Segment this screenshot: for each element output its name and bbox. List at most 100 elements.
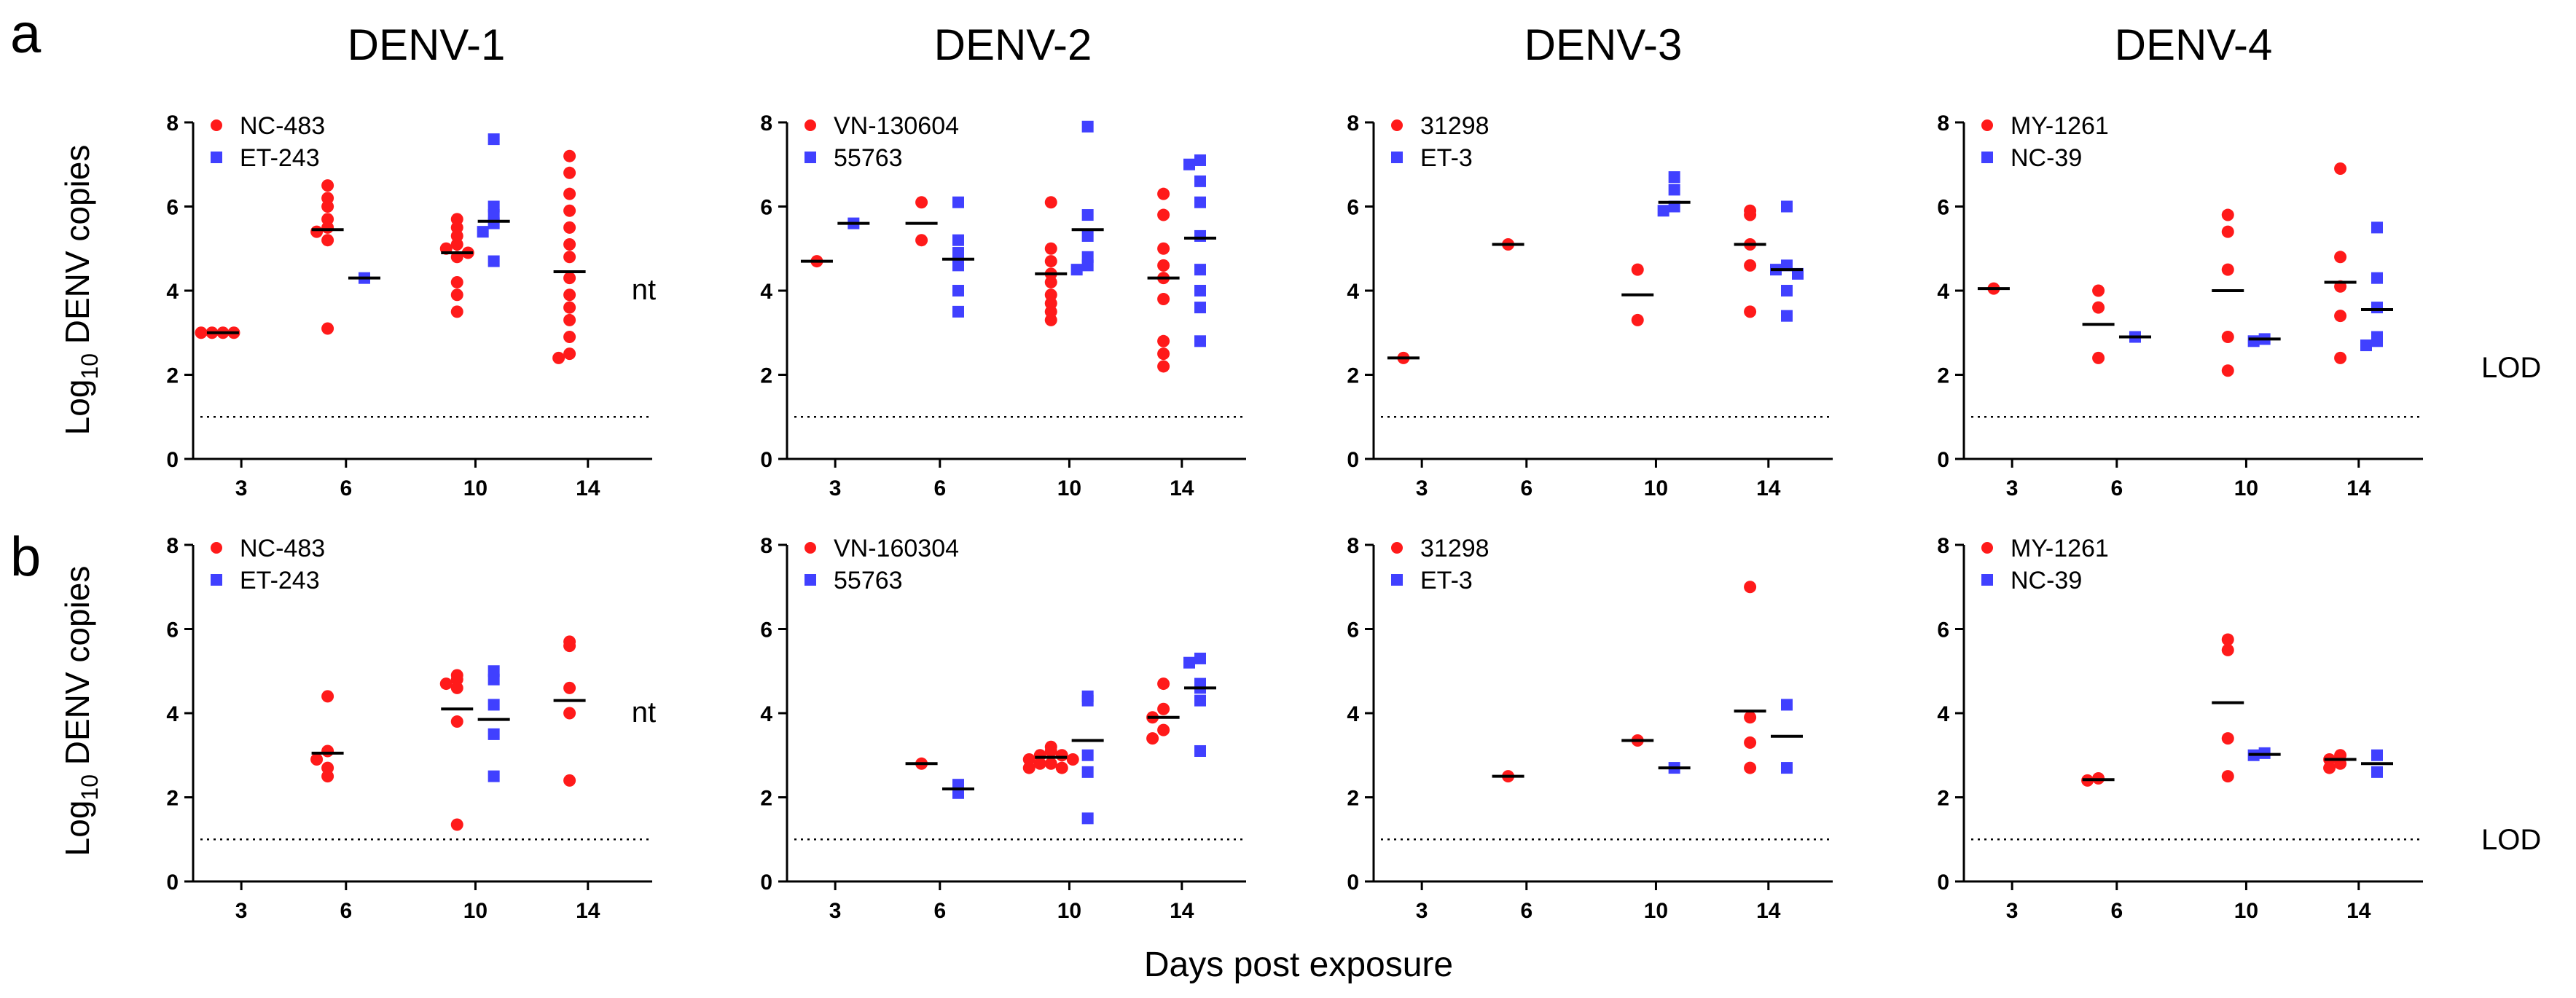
x-tick-label: 10 bbox=[463, 476, 488, 500]
data-point-31298-day-14 bbox=[1744, 208, 1757, 221]
column-title-denv-1: DENV-1 bbox=[348, 20, 506, 69]
data-point-nc-39-day-14 bbox=[2371, 221, 2383, 234]
legend-label-55763: 55763 bbox=[834, 567, 903, 594]
data-point-vn-160304-day-14 bbox=[1157, 677, 1170, 691]
y-tick-label: 2 bbox=[166, 787, 179, 811]
y-tick-label: 8 bbox=[166, 534, 179, 558]
data-point-nc-483-day-6 bbox=[321, 221, 334, 234]
data-point-vn-160304-day-10 bbox=[1044, 757, 1057, 770]
data-point-et-3-day-10 bbox=[1668, 184, 1680, 196]
legend-label-31298: 31298 bbox=[1420, 112, 1489, 140]
data-point-et-243-day-10 bbox=[488, 673, 500, 685]
data-point-55763-day-14 bbox=[1194, 652, 1206, 664]
x-tick-label: 6 bbox=[933, 899, 946, 923]
y-axis-label-a-subscript: 10 bbox=[77, 353, 103, 380]
y-tick-label: 2 bbox=[166, 364, 179, 388]
x-tick-label: 10 bbox=[1057, 476, 1081, 500]
data-point-nc-483-day-14 bbox=[563, 237, 576, 251]
data-point-vn-160304-day-10 bbox=[1044, 744, 1057, 758]
data-point-nc-483-day-14 bbox=[563, 707, 576, 720]
x-tick-label: 6 bbox=[340, 899, 352, 923]
data-point-55763-day-14 bbox=[1194, 154, 1206, 166]
data-point-nc-39-day-14 bbox=[2371, 272, 2383, 284]
x-tick-label: 6 bbox=[933, 476, 946, 500]
x-tick-label: 3 bbox=[2006, 899, 2019, 923]
legend-marker-vn-160304 bbox=[804, 542, 816, 554]
data-point-nc-39-day-14 bbox=[2371, 302, 2383, 314]
data-point-et-243-day-10 bbox=[488, 255, 500, 267]
data-point-my-1261-day-14 bbox=[2323, 761, 2336, 774]
data-point-nc-483-day-6 bbox=[321, 200, 334, 213]
y-tick-label: 4 bbox=[1937, 702, 1949, 726]
data-point-my-1261-day-14 bbox=[2334, 351, 2347, 364]
data-point-nc-483-day-14 bbox=[563, 347, 576, 361]
legend-marker-55763 bbox=[804, 574, 816, 586]
legend-marker-31298 bbox=[1391, 119, 1403, 131]
data-point-et-243-day-10 bbox=[488, 133, 500, 146]
chart-b-denv-1: 0 2 4 6 8 3 6 10 14 NC-483 ET-243 nt bbox=[166, 534, 656, 923]
data-point-et-243-day-10 bbox=[488, 217, 500, 229]
data-point-31298-day-14 bbox=[1744, 711, 1757, 724]
y-axis-label-b: Log10 DENV copies bbox=[58, 566, 103, 857]
data-point-vn-160304-day-14 bbox=[1157, 723, 1170, 736]
y-tick-label: 2 bbox=[1937, 364, 1949, 388]
y-tick-label: 6 bbox=[760, 618, 772, 643]
y-tick-label: 4 bbox=[166, 702, 179, 726]
data-point-vn-130604-day-14 bbox=[1157, 334, 1170, 347]
data-point-nc-483-day-10 bbox=[450, 681, 463, 694]
y-tick-label: 2 bbox=[760, 364, 772, 388]
data-point-nc-483-day-14 bbox=[563, 313, 576, 326]
y-axis-label-a-prefix: Log bbox=[58, 380, 96, 436]
legend-label-nc-39: NC-39 bbox=[2011, 567, 2082, 594]
data-point-vn-160304-day-10 bbox=[1066, 753, 1079, 766]
data-point-nc-483-day-6 bbox=[310, 225, 324, 238]
legend-marker-et-243 bbox=[211, 152, 222, 163]
data-point-et-243-day-10 bbox=[477, 226, 489, 238]
data-point-vn-160304-day-10 bbox=[1022, 761, 1036, 774]
data-point-vn-130604-day-14 bbox=[1157, 259, 1170, 272]
y-tick-label: 8 bbox=[1937, 534, 1949, 558]
data-point-55763-day-10 bbox=[1081, 694, 1094, 707]
data-point-55763-day-14 bbox=[1183, 158, 1195, 170]
x-tick-label: 10 bbox=[2234, 899, 2258, 923]
legend-label-nc-39: NC-39 bbox=[2011, 144, 2082, 172]
legend-marker-et-3 bbox=[1391, 152, 1403, 163]
panel-label-b: b bbox=[10, 526, 41, 588]
data-point-55763-day-6 bbox=[952, 285, 964, 296]
y-tick-label: 4 bbox=[760, 280, 772, 304]
data-point-nc-483-day-6 bbox=[321, 234, 334, 247]
x-tick-label: 3 bbox=[1416, 899, 1428, 923]
data-point-55763-day-14 bbox=[1194, 302, 1206, 314]
data-point-vn-130604-day-14 bbox=[1157, 242, 1170, 255]
data-point-vn-130604-day-10 bbox=[1044, 313, 1057, 326]
data-point-vn-130604-day-10 bbox=[1044, 275, 1057, 288]
data-point-nc-39-day-14 bbox=[2360, 339, 2372, 352]
data-point-55763-day-14 bbox=[1194, 335, 1206, 347]
data-point-nc-39-day-10 bbox=[2247, 335, 2260, 347]
y-tick-label: 6 bbox=[760, 196, 772, 220]
data-point-my-1261-day-10 bbox=[2221, 732, 2234, 745]
legend-marker-nc-39 bbox=[1981, 574, 1993, 586]
data-point-55763-day-6 bbox=[952, 234, 964, 246]
data-point-55763-day-10 bbox=[1081, 209, 1094, 221]
data-point-my-1261-day-14 bbox=[2334, 251, 2347, 264]
data-point-vn-130604-day-10 bbox=[1044, 196, 1057, 209]
legend-label-31298: 31298 bbox=[1420, 535, 1489, 562]
data-point-55763-day-10 bbox=[1081, 229, 1094, 242]
y-tick-label: 2 bbox=[1937, 787, 1949, 811]
legend-label-my-1261: MY-1261 bbox=[2011, 112, 2109, 140]
data-point-55763-day-6 bbox=[952, 196, 964, 208]
data-point-55763-day-10 bbox=[1081, 766, 1094, 778]
x-tick-label: 10 bbox=[1644, 899, 1668, 923]
data-point-my-1261-day-10 bbox=[2221, 263, 2234, 276]
data-point-my-1261-day-6 bbox=[2092, 301, 2105, 314]
data-point-nc-483-day-14 bbox=[563, 149, 576, 162]
data-point-55763-day-14 bbox=[1194, 285, 1206, 296]
data-point-31298-day-14 bbox=[1744, 305, 1757, 318]
chart-b-denv-3: 0 2 4 6 8 3 6 10 14 31298 ET-3 bbox=[1347, 534, 1833, 923]
data-point-vn-160304-day-14 bbox=[1157, 702, 1170, 715]
chart-a-denv-3: 0 2 4 6 8 3 6 10 14 31298 ET-3 bbox=[1347, 111, 1833, 500]
y-tick-label: 8 bbox=[166, 111, 179, 135]
legend-label-et-243: ET-243 bbox=[240, 567, 320, 594]
